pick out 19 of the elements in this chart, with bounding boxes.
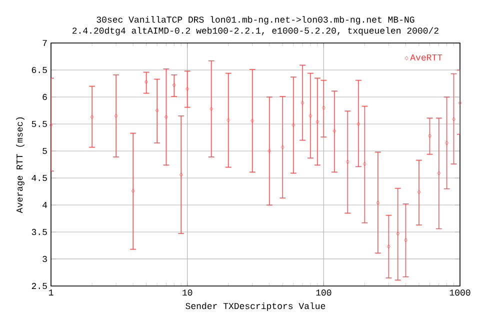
y-tick-label: 4	[42, 202, 48, 208]
y-tick-label: 6	[42, 94, 47, 100]
chart-title: 30sec VanillaTCP DRS lon01.mb-ng.net->lon03.mb-ng.net MB-NG	[96, 16, 414, 24]
y-tick-label: 7	[42, 40, 47, 46]
y-axis-title: Average RTT (msec)	[16, 117, 24, 214]
chart-subtitle: 2.4.20dtg4 altAIMD-0.2 web100-2.2.1, e1000-5.2.20, txqueuelen 2000/2	[72, 27, 438, 36]
x-tick-label: 100	[316, 290, 332, 296]
x-axis-title: Sender TXDescriptors Value	[186, 302, 326, 311]
y-tick-label: 3.5	[32, 228, 47, 236]
y-tick-label: 5	[42, 148, 47, 154]
legend-label: AveRTT	[410, 54, 442, 61]
y-tick-label: 4.5	[32, 174, 47, 182]
x-tick-label: 1	[48, 290, 54, 296]
y-tick-label: 6.5	[32, 66, 47, 74]
y-tick-label: 5.5	[32, 120, 47, 128]
y-tick-label: 3	[42, 256, 47, 262]
x-tick-label: 10	[182, 290, 192, 296]
x-tick-label: 1000	[450, 290, 470, 296]
y-tick-label: 2.5	[32, 282, 47, 290]
